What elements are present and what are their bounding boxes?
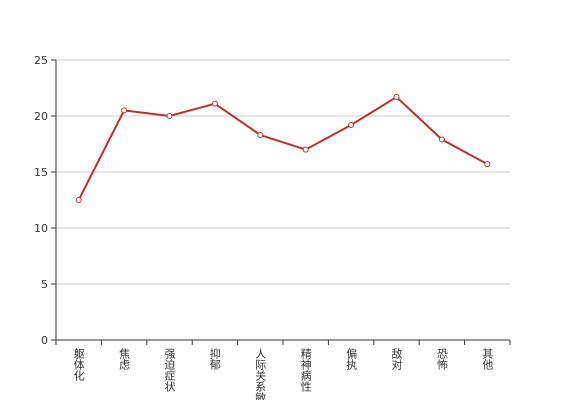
x-tick-label: 人际关系敏感 [254, 348, 267, 400]
y-tick-label: 20 [34, 110, 48, 123]
y-tick-label: 15 [34, 166, 48, 179]
point [211, 100, 218, 107]
x-tick-label: 抑郁 [208, 347, 221, 370]
x-tick-label: 恐怖 [435, 348, 448, 370]
point [166, 113, 173, 119]
point [302, 146, 309, 153]
point [348, 121, 355, 128]
x-tick-label: 焦虑 [118, 348, 131, 370]
x-tick-label: 精神病性 [299, 348, 312, 393]
y-tick-label: 0 [41, 334, 48, 347]
x-tick-label: 其他 [481, 348, 494, 370]
y-tick-label: 25 [34, 54, 48, 67]
x-tick-label: 强迫症状 [163, 348, 176, 392]
x-tick-label: 躯体化 [72, 348, 85, 382]
point [484, 161, 491, 168]
x-tick-label: 偏执 [345, 347, 358, 371]
point [438, 136, 445, 143]
line [77, 95, 488, 201]
point [393, 93, 400, 100]
x-tick-label: 敌对 [390, 347, 403, 370]
y-tick-label: 10 [34, 222, 48, 235]
y-tick-label: 5 [41, 278, 48, 291]
point [121, 107, 128, 114]
point [75, 197, 82, 203]
point [257, 132, 264, 139]
